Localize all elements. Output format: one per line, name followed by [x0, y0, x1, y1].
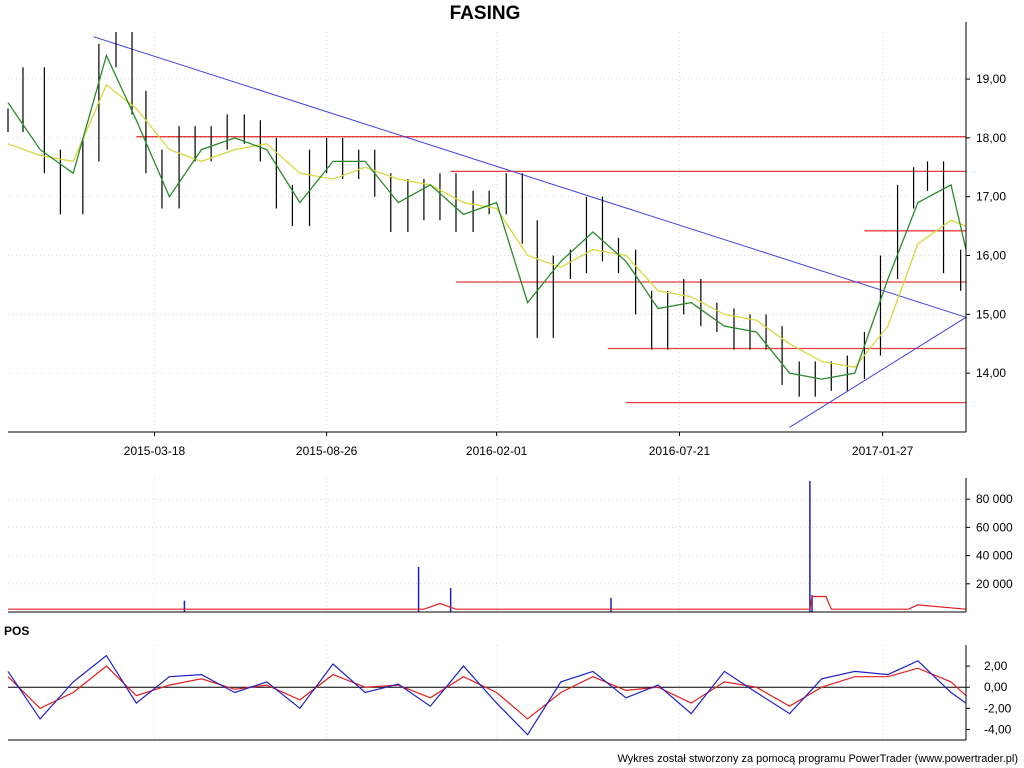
- oscillator-panel: POS 2,00 0,00 -2,00 -4,00: [4, 624, 1012, 741]
- footer-credit: Wykres został stworzony za pomocą progra…: [617, 753, 1018, 765]
- oscillator-signal-line: [7, 665, 967, 720]
- price-panel: 2015-03-18 2015-08-26 2016-02-01 2016-07-21…: [7, 22, 1006, 458]
- y-tick-label: 16,00: [976, 249, 1006, 263]
- oscillator-line: [7, 654, 967, 736]
- candlestick-series: [7, 32, 962, 397]
- y-tick-label: 15,00: [976, 307, 1006, 321]
- x-tick-label: 2016-02-01: [466, 444, 528, 458]
- y-tick-label: 18,00: [976, 131, 1006, 145]
- volume-tick-label: 60 000: [976, 520, 1013, 534]
- chart-title: FASING: [450, 3, 521, 24]
- y-tick-label: 17,00: [976, 190, 1006, 204]
- x-tick-label: 2017-01-27: [852, 444, 914, 458]
- x-tick-label: 2016-07-21: [649, 444, 711, 458]
- volume-panel: 20 000 40 000 60 000 80 000: [8, 478, 1013, 613]
- trend-line: [789, 316, 967, 428]
- volume-average-line: [8, 595, 967, 610]
- oscillator-tick-label: 2,00: [984, 659, 1008, 673]
- volume-tick-label: 40 000: [976, 549, 1013, 563]
- x-tick-label: 2015-08-26: [296, 444, 358, 458]
- volume-tick-label: 20 000: [976, 577, 1013, 591]
- oscillator-label: POS: [4, 624, 29, 638]
- y-tick-label: 14,00: [976, 366, 1006, 380]
- oscillator-tick-label: -2,00: [984, 701, 1012, 715]
- long-moving-average-line: [7, 83, 967, 369]
- oscillator-tick-label: 0,00: [984, 680, 1008, 694]
- y-tick-label: 19,00: [976, 72, 1006, 86]
- x-tick-label: 2015-03-18: [124, 444, 186, 458]
- trend-line: [93, 36, 967, 318]
- oscillator-tick-label: -4,00: [984, 722, 1012, 736]
- volume-tick-label: 80 000: [976, 492, 1013, 506]
- short-moving-average-line: [7, 53, 967, 380]
